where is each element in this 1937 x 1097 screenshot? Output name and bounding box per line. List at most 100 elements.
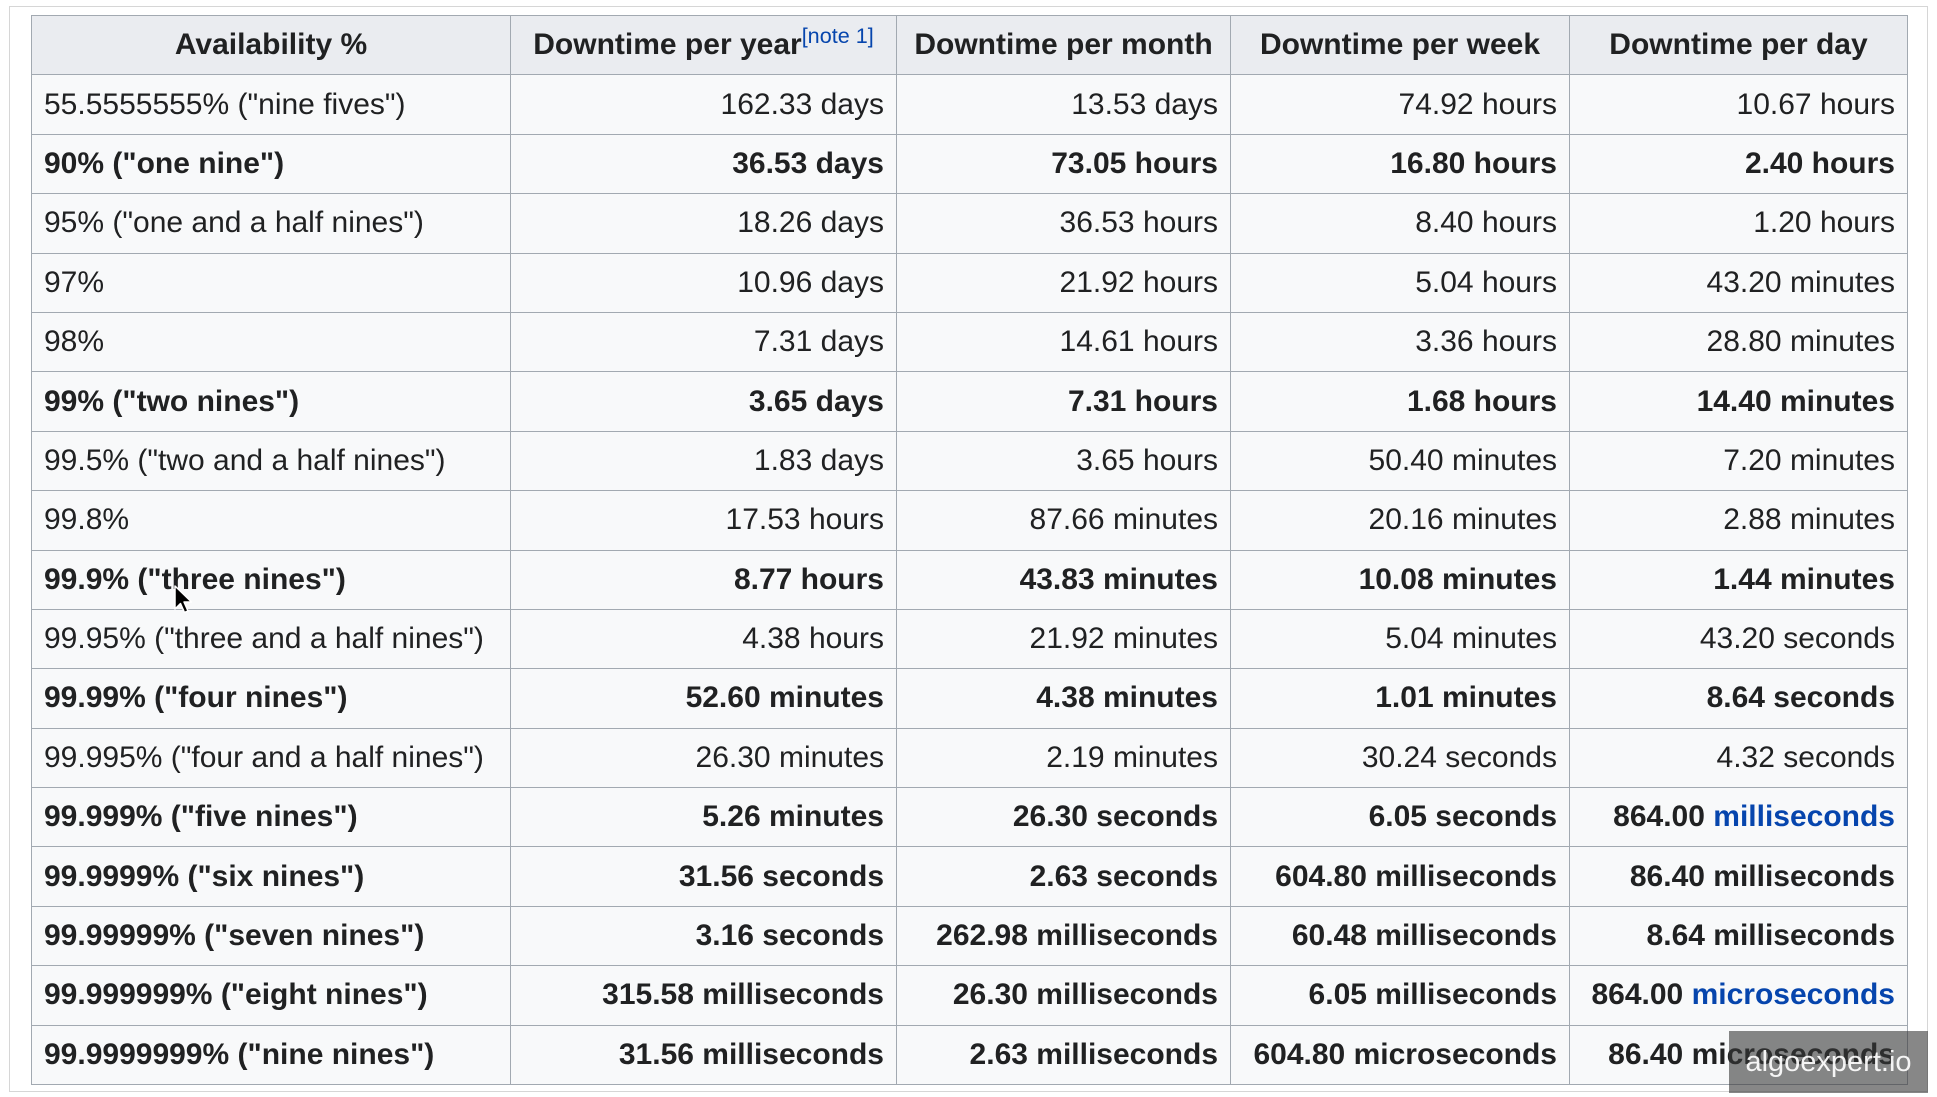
availability-cell: 99.8% — [31, 490, 511, 551]
downtime-per-month-cell: 21.92 hours — [896, 252, 1231, 313]
downtime-per-day-cell: 14.40 minutes — [1569, 371, 1908, 432]
downtime-per-month-cell: 43.83 minutes — [896, 549, 1231, 610]
availability-cell: 98% — [31, 311, 511, 373]
downtime-per-day-cell: 2.40 hours — [1569, 133, 1908, 195]
availability-cell: 99.5% ("two and a half nines") — [31, 430, 511, 492]
availability-cell: 99% ("two nines") — [31, 371, 511, 432]
downtime-per-day-cell: 7.20 minutes — [1569, 430, 1908, 492]
availability-cell: 97% — [31, 252, 511, 313]
availability-cell: 55.5555555% ("nine fives") — [31, 74, 511, 135]
downtime-per-year-cell: 315.58 milliseconds — [510, 965, 897, 1026]
downtime-per-day-cell: 1.20 hours — [1569, 193, 1908, 254]
table-row: 90% ("one nine") 36.53 days 73.05 hours 16.… — [31, 133, 1908, 195]
table-row: 99.8% 17.53 hours 87.66 minutes 20.16 minut… — [31, 490, 1908, 551]
downtime-per-year-cell: 1.83 days — [510, 430, 897, 492]
downtime-per-week-cell: 60.48 milliseconds — [1230, 905, 1570, 967]
table-row: 99% ("two nines") 3.65 days 7.31 hours 1.68… — [31, 371, 1908, 432]
availability-table: Availability % Downtime per year[note 1]… — [31, 14, 1908, 1086]
downtime-per-week-cell: 5.04 hours — [1230, 252, 1570, 313]
screenshot-frame — [9, 6, 1928, 1092]
downtime-per-year-cell: 31.56 milliseconds — [510, 1024, 897, 1086]
downtime-per-day-cell: 43.20 seconds — [1569, 608, 1908, 670]
downtime-per-day-cell: 864.00 microseconds — [1569, 965, 1908, 1026]
downtime-per-day-cell: 1.44 minutes — [1569, 549, 1908, 610]
downtime-per-day-cell: 28.80 minutes — [1569, 311, 1908, 373]
note-1-link[interactable]: [note 1] — [801, 23, 874, 49]
downtime-per-month-cell: 7.31 hours — [896, 371, 1231, 432]
downtime-per-week-cell: 604.80 milliseconds — [1230, 846, 1570, 907]
availability-cell: 99.99999% ("seven nines") — [31, 905, 511, 967]
downtime-per-year-cell: 52.60 minutes — [510, 668, 897, 729]
downtime-per-week-cell: 6.05 milliseconds — [1230, 965, 1570, 1026]
availability-cell: 99.999% ("five nines") — [31, 787, 511, 848]
table-row: 95% ("one and a half nines") 18.26 days 36… — [31, 193, 1908, 254]
downtime-per-year-cell: 36.53 days — [510, 133, 897, 195]
availability-cell: 99.9% ("three nines") — [31, 549, 511, 610]
downtime-per-year-cell: 3.65 days — [510, 371, 897, 432]
table-row: 99.9% ("three nines") 8.77 hours 43.83 min… — [31, 549, 1908, 610]
watermark-text: algoexpert.io — [1745, 1046, 1912, 1078]
downtime-per-week-cell: 10.08 minutes — [1230, 549, 1570, 610]
downtime-per-week-cell: 74.92 hours — [1230, 74, 1570, 135]
downtime-per-year-cell: 31.56 seconds — [510, 846, 897, 907]
mouse-cursor-icon — [174, 585, 193, 614]
table-row: 99.99999% ("seven nines") 3.16 seconds 262… — [31, 905, 1908, 967]
table-row: 99.95% ("three and a half nines") 4.38 ho… — [31, 608, 1908, 670]
downtime-per-year-cell: 3.16 seconds — [510, 905, 897, 967]
downtime-per-week-cell: 1.01 minutes — [1230, 668, 1570, 729]
header-downtime-per-year-label: Downtime per year — [533, 28, 802, 62]
downtime-per-week-cell: 1.68 hours — [1230, 371, 1570, 432]
unit-link[interactable]: milliseconds — [1713, 800, 1895, 834]
availability-cell: 99.9999999% ("nine nines") — [31, 1024, 511, 1086]
unit-link[interactable]: microseconds — [1691, 978, 1895, 1012]
header-row: Availability % Downtime per year[note 1]… — [31, 14, 1908, 76]
downtime-per-month-cell: 87.66 minutes — [896, 490, 1231, 551]
downtime-per-year-cell: 10.96 days — [510, 252, 897, 313]
header-downtime-per-week: Downtime per week — [1230, 14, 1570, 76]
availability-cell: 95% ("one and a half nines") — [31, 193, 511, 254]
downtime-per-day-cell: 2.88 minutes — [1569, 490, 1908, 551]
table-row: 99.999999% ("eight nines") 315.58 millise… — [31, 965, 1908, 1026]
downtime-per-day-cell: 864.00 milliseconds — [1569, 787, 1908, 848]
downtime-per-month-cell: 26.30 seconds — [896, 787, 1231, 848]
downtime-per-week-cell: 3.36 hours — [1230, 311, 1570, 373]
downtime-per-year-cell: 17.53 hours — [510, 490, 897, 551]
downtime-per-month-cell: 2.19 minutes — [896, 727, 1231, 789]
table-row: 99.999% ("five nines") 5.26 minutes 26.30 … — [31, 787, 1908, 848]
downtime-per-year-cell: 162.33 days — [510, 74, 897, 135]
downtime-per-week-cell: 5.04 minutes — [1230, 608, 1570, 670]
downtime-per-year-cell: 26.30 minutes — [510, 727, 897, 789]
downtime-per-day-cell: 86.40 milliseconds — [1569, 846, 1908, 907]
header-availability: Availability % — [31, 14, 511, 76]
downtime-per-day-cell: 8.64 seconds — [1569, 668, 1908, 729]
downtime-per-day-cell: 43.20 minutes — [1569, 252, 1908, 313]
downtime-per-year-cell: 7.31 days — [510, 311, 897, 373]
downtime-per-day-cell: 8.64 milliseconds — [1569, 905, 1908, 967]
downtime-per-week-cell: 30.24 seconds — [1230, 727, 1570, 789]
downtime-per-week-cell: 6.05 seconds — [1230, 787, 1570, 848]
table-row: 99.9999% ("six nines") 31.56 seconds 2.63 … — [31, 846, 1908, 907]
availability-cell: 99.99% ("four nines") — [31, 668, 511, 729]
header-downtime-per-day: Downtime per day — [1569, 14, 1908, 76]
downtime-per-month-cell: 3.65 hours — [896, 430, 1231, 492]
table-row: 99.5% ("two and a half nines") 1.83 days 3… — [31, 430, 1908, 492]
header-downtime-per-month: Downtime per month — [896, 14, 1231, 76]
downtime-per-week-cell: 50.40 minutes — [1230, 430, 1570, 492]
table-row: 98% 7.31 days 14.61 hours 3.36 hours 28.80 m… — [31, 311, 1908, 373]
availability-cell: 99.995% ("four and a half nines") — [31, 727, 511, 789]
table-row: 99.995% ("four and a half nines") 26.30 m… — [31, 727, 1908, 789]
downtime-per-month-cell: 4.38 minutes — [896, 668, 1231, 729]
downtime-per-year-cell: 5.26 minutes — [510, 787, 897, 848]
downtime-per-day-cell: 10.67 hours — [1569, 74, 1908, 135]
downtime-per-month-cell: 36.53 hours — [896, 193, 1231, 254]
downtime-per-month-cell: 13.53 days — [896, 74, 1231, 135]
downtime-per-week-cell: 16.80 hours — [1230, 133, 1570, 195]
downtime-per-month-cell: 2.63 seconds — [896, 846, 1231, 907]
table-row: 99.99% ("four nines") 52.60 minutes 4.38 m… — [31, 668, 1908, 729]
table-row: 99.9999999% ("nine nines") 31.56 millisec… — [31, 1024, 1908, 1086]
availability-cell: 99.9999% ("six nines") — [31, 846, 511, 907]
downtime-per-month-cell: 14.61 hours — [896, 311, 1231, 373]
availability-cell: 99.95% ("three and a half nines") — [31, 608, 511, 670]
downtime-per-month-cell: 26.30 milliseconds — [896, 965, 1231, 1026]
table-row: 97% 10.96 days 21.92 hours 5.04 hours 43.20 … — [31, 252, 1908, 313]
